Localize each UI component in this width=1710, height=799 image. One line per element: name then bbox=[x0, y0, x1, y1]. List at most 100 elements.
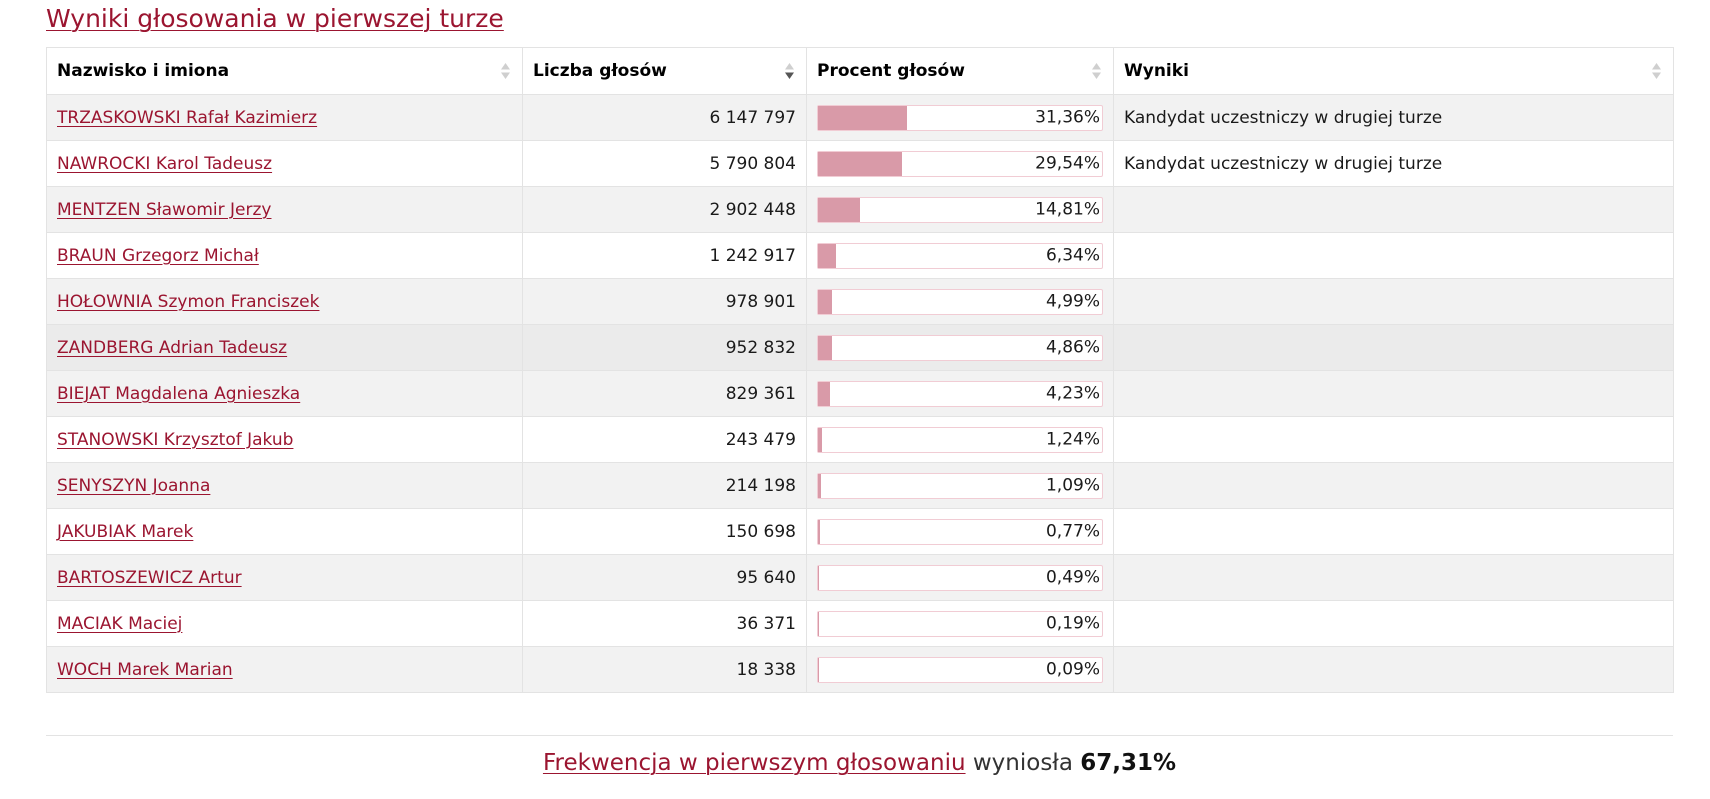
result-status bbox=[1113, 324, 1674, 371]
vote-percent-cell: 1,24% bbox=[806, 416, 1114, 463]
vote-percent-cell: 0,77% bbox=[806, 508, 1114, 555]
candidate-name-link[interactable]: NAWROCKI Karol Tadeusz bbox=[57, 153, 273, 174]
vote-percent-bar: 0,19% bbox=[817, 610, 1103, 637]
table-row: MENTZEN Sławomir Jerzy 2 902 448 14,81% bbox=[46, 186, 1674, 233]
result-status bbox=[1113, 600, 1674, 647]
table-row: NAWROCKI Karol Tadeusz 5 790 804 29,54% Kan… bbox=[46, 140, 1674, 187]
candidate-name-link[interactable]: MACIAK Maciej bbox=[57, 613, 183, 634]
vote-percent-bar: 14,81% bbox=[817, 196, 1103, 223]
vote-percent-bar-fill bbox=[818, 197, 861, 222]
vote-percent-bar: 6,34% bbox=[817, 242, 1103, 269]
vote-percent-bar: 31,36% bbox=[817, 104, 1103, 131]
divider bbox=[46, 735, 1673, 736]
candidate-name-cell: MACIAK Maciej bbox=[46, 600, 523, 647]
vote-percent-bar: 0,49% bbox=[817, 564, 1103, 591]
candidate-name-link[interactable]: JAKUBIAK Marek bbox=[57, 521, 194, 542]
vote-percent-label: 0,77% bbox=[1045, 521, 1100, 541]
table-row: MACIAK Maciej 36 371 0,19% bbox=[46, 600, 1674, 647]
vote-count: 978 901 bbox=[522, 278, 807, 325]
result-status: Kandydat uczestniczy w drugiej turze bbox=[1113, 94, 1674, 141]
vote-percent-label: 4,23% bbox=[1045, 383, 1100, 403]
turnout-link[interactable]: Frekwencja w pierwszym głosowaniu bbox=[542, 750, 966, 776]
vote-percent-bar: 4,99% bbox=[817, 288, 1103, 315]
column-header-percent[interactable]: Procent głosów bbox=[806, 47, 1114, 95]
candidate-name-cell: SENYSZYN Joanna bbox=[46, 462, 523, 509]
table-row: SENYSZYN Joanna 214 198 1,09% bbox=[46, 462, 1674, 509]
turnout-value: 67,31% bbox=[1080, 750, 1177, 776]
candidate-name-cell: NAWROCKI Karol Tadeusz bbox=[46, 140, 523, 187]
vote-percent-bar-fill bbox=[818, 611, 819, 636]
vote-percent-cell: 1,09% bbox=[806, 462, 1114, 509]
vote-percent-bar-fill bbox=[818, 427, 822, 452]
vote-percent-bar-fill bbox=[818, 105, 908, 130]
vote-percent-label: 14,81% bbox=[1035, 199, 1100, 219]
result-status bbox=[1113, 554, 1674, 601]
results-table: Nazwisko i imiona Liczba głosów bbox=[46, 47, 1674, 693]
vote-percent-bar: 1,24% bbox=[817, 426, 1103, 453]
result-status bbox=[1113, 370, 1674, 417]
table-row: WOCH Marek Marian 18 338 0,09% bbox=[46, 646, 1674, 693]
sort-descending-icon[interactable] bbox=[784, 61, 795, 81]
vote-percent-bar-fill bbox=[818, 335, 832, 360]
column-header-label: Procent głosów bbox=[817, 61, 965, 81]
vote-percent-cell: 31,36% bbox=[806, 94, 1114, 141]
candidate-name-link[interactable]: ZANDBERG Adrian Tadeusz bbox=[57, 337, 288, 358]
vote-percent-cell: 0,49% bbox=[806, 554, 1114, 601]
sort-both-icon[interactable] bbox=[500, 61, 511, 81]
vote-count: 952 832 bbox=[522, 324, 807, 371]
turnout-text: wyniosła bbox=[972, 750, 1073, 776]
candidate-name-link[interactable]: STANOWSKI Krzysztof Jakub bbox=[57, 429, 294, 450]
vote-percent-bar-fill bbox=[818, 381, 830, 406]
vote-percent-cell: 4,99% bbox=[806, 278, 1114, 325]
candidate-name-cell: MENTZEN Sławomir Jerzy bbox=[46, 186, 523, 233]
candidate-name-cell: STANOWSKI Krzysztof Jakub bbox=[46, 416, 523, 463]
vote-percent-bar: 4,23% bbox=[817, 380, 1103, 407]
vote-count: 150 698 bbox=[522, 508, 807, 555]
candidate-name-link[interactable]: BRAUN Grzegorz Michał bbox=[57, 245, 259, 266]
vote-percent-bar-fill bbox=[818, 243, 836, 268]
vote-percent-label: 0,09% bbox=[1045, 659, 1100, 679]
vote-percent-cell: 29,54% bbox=[806, 140, 1114, 187]
candidate-name-link[interactable]: MENTZEN Sławomir Jerzy bbox=[57, 199, 272, 220]
column-header-votes[interactable]: Liczba głosów bbox=[522, 47, 807, 95]
turnout-summary: Frekwencja w pierwszym głosowaniu wynios… bbox=[46, 750, 1673, 776]
candidate-name-cell: JAKUBIAK Marek bbox=[46, 508, 523, 555]
vote-percent-cell: 0,09% bbox=[806, 646, 1114, 693]
candidate-name-link[interactable]: SENYSZYN Joanna bbox=[57, 475, 211, 496]
sort-both-icon[interactable] bbox=[1651, 61, 1662, 81]
vote-percent-label: 4,99% bbox=[1045, 291, 1100, 311]
section-title-link[interactable]: Wyniki głosowania w pierwszej turze bbox=[46, 4, 504, 33]
candidate-name-link[interactable]: TRZASKOWSKI Rafał Kazimierz bbox=[57, 107, 318, 128]
column-header-label: Wyniki bbox=[1124, 61, 1189, 81]
vote-count: 6 147 797 bbox=[522, 94, 807, 141]
vote-count: 829 361 bbox=[522, 370, 807, 417]
candidate-name-link[interactable]: BIEJAT Magdalena Agnieszka bbox=[57, 383, 301, 404]
vote-count: 5 790 804 bbox=[522, 140, 807, 187]
vote-percent-bar-fill bbox=[818, 519, 821, 544]
column-header-name[interactable]: Nazwisko i imiona bbox=[46, 47, 523, 95]
result-status bbox=[1113, 278, 1674, 325]
candidate-name-link[interactable]: HOŁOWNIA Szymon Franciszek bbox=[57, 291, 320, 312]
vote-percent-label: 29,54% bbox=[1035, 153, 1100, 173]
vote-percent-label: 1,09% bbox=[1045, 475, 1100, 495]
table-row: BARTOSZEWICZ Artur 95 640 0,49% bbox=[46, 554, 1674, 601]
vote-count: 95 640 bbox=[522, 554, 807, 601]
candidate-name-link[interactable]: WOCH Marek Marian bbox=[57, 659, 233, 680]
vote-percent-label: 1,24% bbox=[1045, 429, 1100, 449]
candidate-name-cell: HOŁOWNIA Szymon Franciszek bbox=[46, 278, 523, 325]
vote-percent-bar-fill bbox=[818, 289, 833, 314]
candidate-name-cell: BRAUN Grzegorz Michał bbox=[46, 232, 523, 279]
vote-percent-bar-fill bbox=[818, 565, 820, 590]
column-header-results[interactable]: Wyniki bbox=[1113, 47, 1674, 95]
vote-count: 243 479 bbox=[522, 416, 807, 463]
vote-percent-bar: 4,86% bbox=[817, 334, 1103, 361]
vote-percent-label: 0,19% bbox=[1045, 613, 1100, 633]
vote-count: 2 902 448 bbox=[522, 186, 807, 233]
candidate-name-cell: TRZASKOWSKI Rafał Kazimierz bbox=[46, 94, 523, 141]
vote-percent-label: 0,49% bbox=[1045, 567, 1100, 587]
candidate-name-link[interactable]: BARTOSZEWICZ Artur bbox=[57, 567, 242, 588]
table-row: STANOWSKI Krzysztof Jakub 243 479 1,24% bbox=[46, 416, 1674, 463]
result-status bbox=[1113, 232, 1674, 279]
sort-both-icon[interactable] bbox=[1091, 61, 1102, 81]
candidate-name-cell: BIEJAT Magdalena Agnieszka bbox=[46, 370, 523, 417]
